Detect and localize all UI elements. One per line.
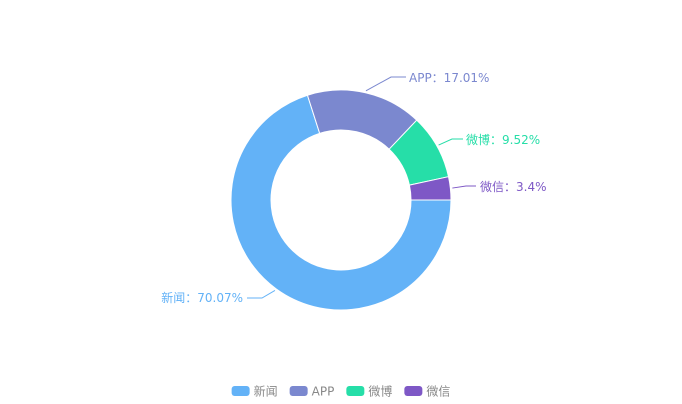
slice-label-line-2 xyxy=(365,76,406,92)
slice-4[interactable] xyxy=(408,176,452,201)
legend-swatch-3 xyxy=(346,386,365,396)
legend-swatch-2 xyxy=(289,386,308,396)
legend-label-2: APP xyxy=(312,385,335,399)
slice-1[interactable] xyxy=(230,94,452,311)
slice-label-4: 微信：3.4% xyxy=(480,180,547,194)
legend: 新闻 APP 微博 微信 xyxy=(231,384,450,399)
slice-label-line-4 xyxy=(452,185,476,189)
legend-item-1[interactable]: 新闻 xyxy=(231,384,278,399)
slice-label-2: APP：17.01% xyxy=(409,71,489,85)
legend-item-3[interactable]: 微博 xyxy=(346,384,392,399)
slices-layer xyxy=(230,89,452,311)
slice-label-1: 新闻：70.07% xyxy=(161,290,243,305)
legend-swatch-4 xyxy=(404,386,423,396)
legend-item-4[interactable]: 微信 xyxy=(404,385,450,399)
legend-label-4: 微信 xyxy=(426,385,450,399)
legend-label-1: 新闻 xyxy=(254,384,278,399)
legend-label-3: 微博 xyxy=(368,384,392,399)
slice-label-line-3 xyxy=(438,138,463,146)
legend-item-2[interactable]: APP xyxy=(289,385,335,399)
slice-label-line-1 xyxy=(247,290,276,299)
slice-label-3: 微博：9.52% xyxy=(466,132,540,147)
legend-swatch-1 xyxy=(231,386,250,396)
labels-layer: 新闻：70.07% APP：17.01% 微博：9.52% 微信：3.4% xyxy=(161,71,546,305)
